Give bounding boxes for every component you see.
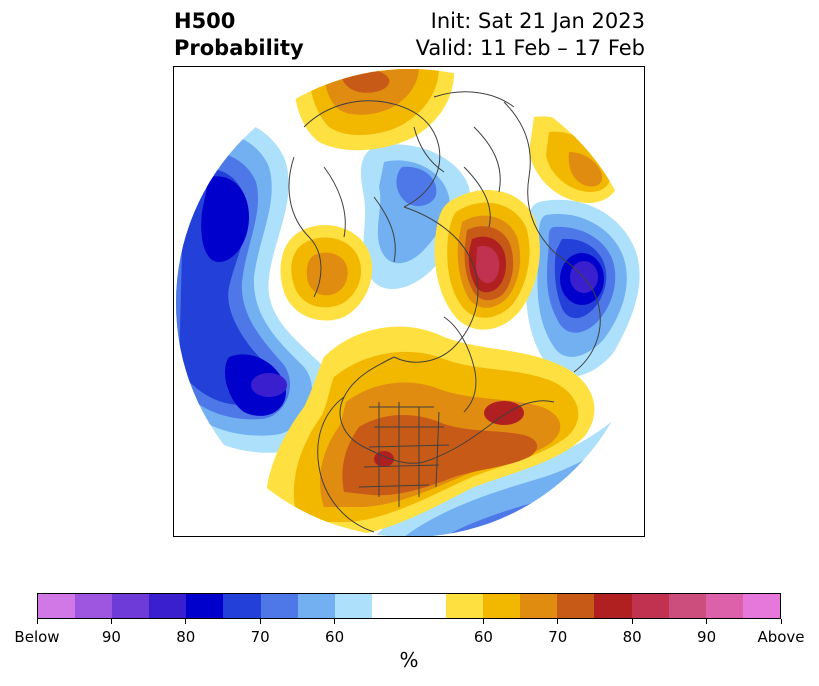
colorbar-tick-label: 90 <box>697 628 717 646</box>
title-right: Init: Sat 21 Jan 2023 Valid: 11 Feb – 17… <box>416 8 645 62</box>
title-init-date: Init: Sat 21 Jan 2023 <box>430 9 645 33</box>
title-left: H500 Probability <box>174 8 304 62</box>
title-valid-range: Valid: 11 Feb – 17 Feb <box>415 36 645 60</box>
colorbar-swatch <box>520 594 558 618</box>
colorbar-swatch <box>668 594 706 618</box>
colorbar-swatch <box>483 594 521 618</box>
colorbar-swatch <box>38 594 76 618</box>
colorbar-tick-label: Below <box>14 628 60 646</box>
colorbar-swatch <box>297 594 335 618</box>
colorbar-tick <box>334 619 336 624</box>
colorbar-unit-label: % <box>399 648 419 672</box>
map-panel <box>173 66 645 537</box>
colorbar-tick <box>259 619 261 624</box>
colorbar-swatch <box>557 594 595 618</box>
colorbar-swatch <box>705 594 743 618</box>
below-anomaly-pacific <box>176 117 334 453</box>
title-product: Probability <box>174 36 304 60</box>
colorbar-swatch <box>260 594 298 618</box>
colorbar-swatch <box>186 594 224 618</box>
colorbar-tick <box>185 619 187 624</box>
colorbar-swatch <box>371 594 409 618</box>
colorbar-tick-label: 70 <box>548 628 568 646</box>
colorbar-tick <box>557 619 559 624</box>
title-variable: H500 <box>174 9 236 33</box>
above-anomaly-eurasia <box>529 116 620 203</box>
colorbar-tick-label: Above <box>757 628 805 646</box>
probability-map <box>176 69 644 536</box>
colorbar-tick-label: 90 <box>101 628 121 646</box>
coastlines <box>288 91 601 533</box>
above-anomaly-canada <box>280 224 373 321</box>
below-anomaly-europe <box>525 199 640 377</box>
above-anomaly-siberia <box>293 69 455 151</box>
colorbar-tick-label: 60 <box>325 628 345 646</box>
colorbar-swatch <box>408 594 447 618</box>
colorbar-swatch <box>742 594 780 618</box>
colorbar-swatch <box>594 594 632 618</box>
colorbar-tick <box>780 619 782 624</box>
colorbar-swatch <box>631 594 669 618</box>
colorbar-swatch <box>334 594 372 618</box>
colorbar-tick-label: 80 <box>176 628 196 646</box>
colorbar-swatch <box>75 594 113 618</box>
colorbar-tick <box>36 619 38 624</box>
colorbar-swatch <box>112 594 150 618</box>
colorbar-swatch <box>223 594 261 618</box>
colorbar-tick <box>110 619 112 624</box>
colorbar-tick-label: 60 <box>473 628 493 646</box>
colorbar-swatch <box>446 594 484 618</box>
colorbar-swatch <box>149 594 187 618</box>
colorbar-tick-label: 80 <box>622 628 642 646</box>
probability-colorbar <box>37 593 781 619</box>
above-anomaly-barents <box>434 190 540 330</box>
colorbar-tick-label: 70 <box>250 628 270 646</box>
colorbar-tick <box>706 619 708 624</box>
colorbar-tick <box>631 619 633 624</box>
above-anomaly-north-america <box>266 326 595 536</box>
colorbar-tick <box>482 619 484 624</box>
